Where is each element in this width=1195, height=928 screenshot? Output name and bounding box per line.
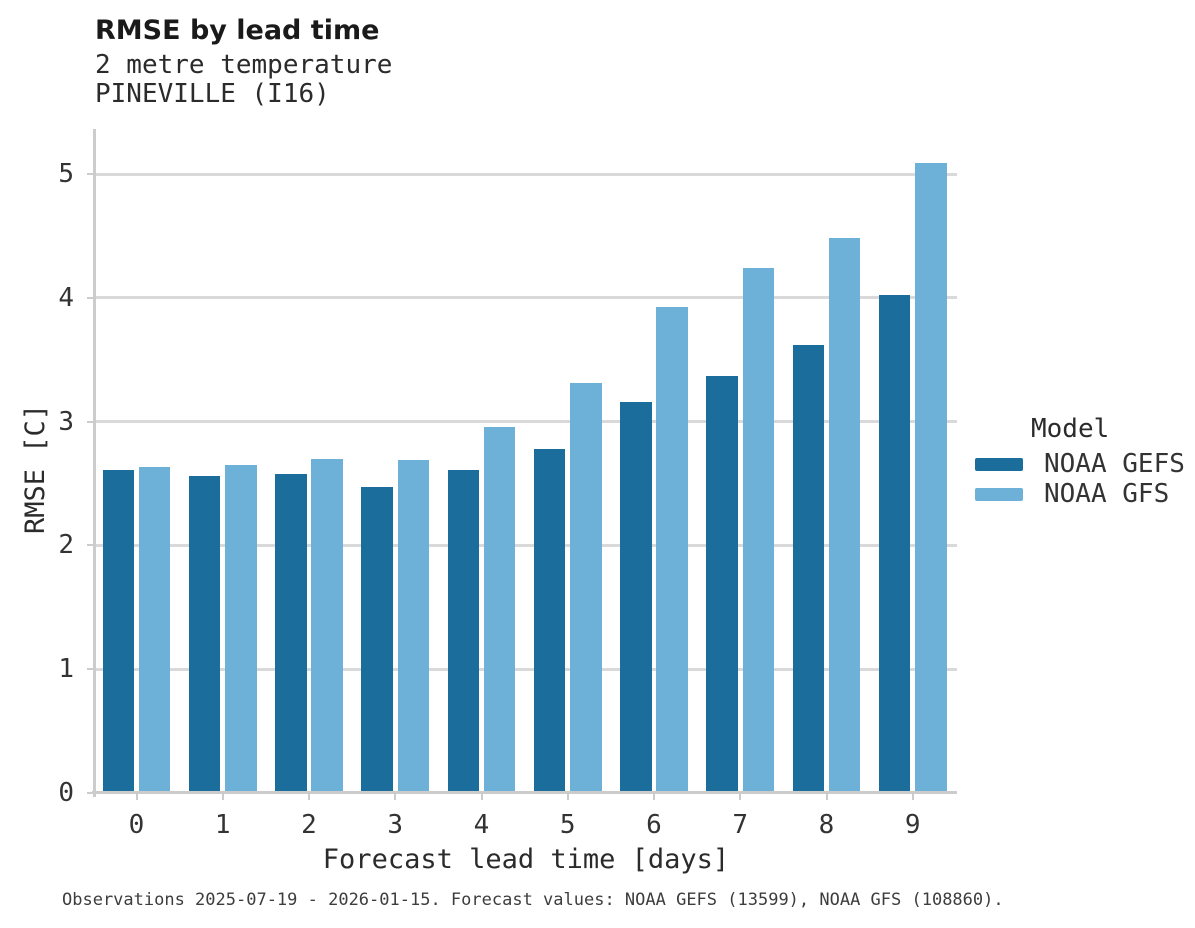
- x-tick-label-1: 1: [214, 810, 231, 840]
- y-axis-tick-2: [87, 544, 94, 547]
- y-tick-label-0: 0: [58, 778, 74, 808]
- bar-noaa-gefs-lead7: [706, 375, 738, 793]
- x-axis-tick-7: [739, 793, 742, 800]
- legend-swatch-noaa-gfs: [975, 488, 1023, 501]
- gridline-y2: [95, 543, 957, 547]
- x-axis-line: [92, 791, 957, 794]
- chart-subtitle-variable: 2 metre temperature: [95, 50, 393, 80]
- y-axis-tick-3: [87, 420, 94, 423]
- chart-title: RMSE by lead time: [95, 15, 380, 46]
- x-axis-tick-0: [135, 793, 138, 800]
- y-axis-tick-1: [87, 668, 94, 671]
- bar-noaa-gefs-lead2: [275, 473, 307, 793]
- y-axis-tick-4: [87, 296, 94, 299]
- legend-label-noaa-gfs: NOAA GFS: [1044, 479, 1170, 509]
- x-tick-label-2: 2: [301, 810, 317, 840]
- y-axis-tick-5: [87, 173, 94, 175]
- gridline-y5: [95, 172, 957, 176]
- bar-noaa-gfs-lead4: [483, 426, 516, 793]
- bar-noaa-gefs-lead9: [878, 295, 911, 793]
- x-axis-tick-5: [566, 793, 569, 800]
- x-tick-label-4: 4: [473, 810, 490, 840]
- chart-subtitle-station: PINEVILLE (I16): [95, 79, 330, 109]
- bar-noaa-gefs-lead8: [792, 344, 825, 793]
- gridline-y1: [95, 667, 957, 671]
- bar-noaa-gfs-lead3: [397, 460, 430, 793]
- bar-noaa-gfs-lead0: [138, 467, 171, 793]
- bar-noaa-gefs-lead0: [102, 469, 135, 793]
- bar-noaa-gfs-lead7: [742, 268, 775, 793]
- x-tick-label-5: 5: [559, 810, 576, 840]
- bar-noaa-gfs-lead9: [915, 162, 947, 793]
- x-axis-tick-1: [221, 793, 224, 800]
- y-tick-label-2: 2: [58, 530, 74, 561]
- x-axis-tick-4: [480, 793, 483, 800]
- bar-noaa-gfs-lead5: [570, 383, 602, 793]
- y-tick-label-5: 5: [58, 159, 74, 189]
- y-tick-label-4: 4: [58, 282, 74, 313]
- bar-noaa-gfs-lead2: [311, 458, 343, 793]
- x-tick-label-3: 3: [387, 810, 404, 840]
- gridline-y3: [95, 420, 957, 424]
- bar-noaa-gefs-lead3: [361, 487, 393, 793]
- x-tick-label-0: 0: [128, 810, 145, 840]
- x-axis-title: Forecast lead time [days]: [322, 844, 730, 875]
- plot-area: [92, 129, 957, 797]
- x-axis-tick-2: [308, 793, 310, 800]
- x-tick-label-6: 6: [646, 810, 662, 840]
- y-axis-title: RMSE [C]: [20, 403, 51, 535]
- y-tick-label-3: 3: [58, 406, 74, 437]
- bar-noaa-gfs-lead8: [828, 238, 861, 793]
- x-tick-label-7: 7: [732, 810, 749, 840]
- bar-noaa-gefs-lead5: [533, 448, 566, 793]
- legend-title: Model: [1031, 414, 1110, 444]
- legend-swatch-noaa-gefs: [975, 458, 1023, 471]
- bar-noaa-gfs-lead6: [656, 306, 688, 793]
- x-axis-tick-8: [825, 793, 828, 800]
- bar-noaa-gefs-lead1: [188, 476, 221, 793]
- bar-noaa-gefs-lead6: [620, 401, 652, 793]
- legend-label-noaa-gefs: NOAA GEFS: [1044, 449, 1185, 479]
- y-axis-tick-0: [87, 792, 94, 794]
- bar-noaa-gfs-lead1: [225, 464, 257, 793]
- y-axis-spine: [93, 129, 96, 797]
- x-axis-tick-6: [653, 793, 655, 800]
- x-tick-label-8: 8: [818, 810, 835, 840]
- gridline-y4: [95, 296, 957, 300]
- x-tick-label-9: 9: [904, 810, 921, 840]
- bar-noaa-gefs-lead4: [447, 469, 480, 793]
- y-tick-label-1: 1: [58, 654, 74, 685]
- x-axis-tick-3: [394, 793, 397, 800]
- x-axis-tick-9: [911, 793, 914, 800]
- caption: Observations 2025-07-19 - 2026-01-15. Fo…: [62, 890, 1004, 910]
